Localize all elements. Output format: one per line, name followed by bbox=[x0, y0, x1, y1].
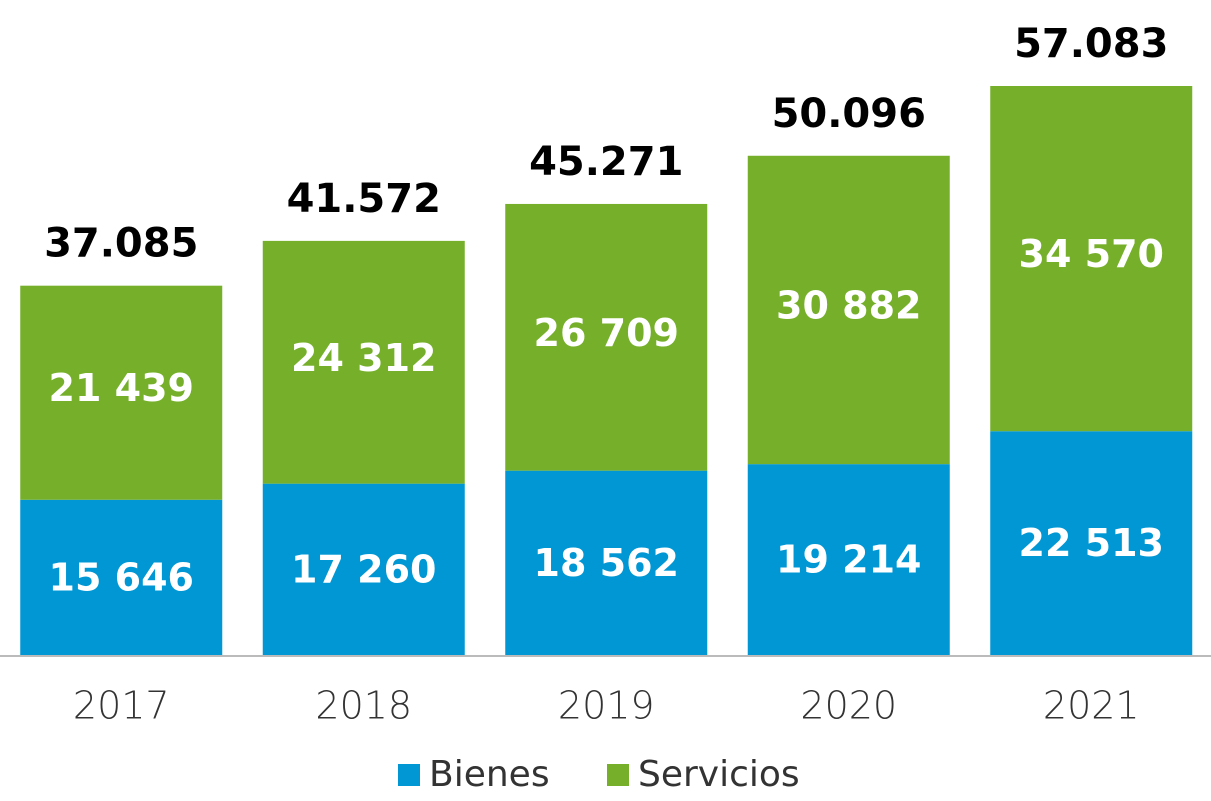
segment-label: 15 646 bbox=[49, 555, 194, 599]
bar-segment bbox=[20, 499, 223, 656]
bar-segment bbox=[747, 155, 950, 465]
total-label: 41.572 bbox=[287, 176, 441, 222]
segment-label: 22 513 bbox=[1019, 521, 1164, 565]
legend-label: Servicios bbox=[638, 754, 800, 795]
segment-label: 30 882 bbox=[776, 283, 921, 327]
segment-label: 34 570 bbox=[1019, 232, 1164, 276]
bar-segment bbox=[747, 464, 950, 656]
legend-label: Bienes bbox=[429, 754, 550, 795]
total-label: 37.085 bbox=[44, 221, 198, 267]
bar-segment bbox=[505, 203, 708, 471]
bar-segment bbox=[990, 86, 1193, 432]
segment-label: 21 439 bbox=[49, 366, 194, 410]
total-label: 57.083 bbox=[1014, 21, 1168, 67]
bar-segment bbox=[505, 470, 708, 656]
legend-swatch bbox=[398, 764, 420, 786]
x-tick-label: 2020 bbox=[800, 684, 897, 728]
bar-segment bbox=[262, 240, 465, 484]
segment-label: 18 562 bbox=[534, 541, 679, 585]
legend-swatch bbox=[607, 764, 629, 786]
total-label: 45.271 bbox=[529, 139, 683, 185]
x-tick-label: 2017 bbox=[73, 684, 170, 728]
segment-label: 24 312 bbox=[291, 336, 436, 380]
segment-label: 17 260 bbox=[291, 547, 436, 591]
x-tick-label: 2021 bbox=[1043, 684, 1140, 728]
bar-segment bbox=[20, 285, 223, 500]
bar-segment bbox=[262, 483, 465, 656]
segment-label: 19 214 bbox=[776, 538, 921, 582]
x-tick-label: 2018 bbox=[315, 684, 412, 728]
segment-label: 26 709 bbox=[534, 311, 679, 355]
bar-segment bbox=[990, 431, 1193, 656]
x-tick-label: 2019 bbox=[558, 684, 655, 728]
total-label: 50.096 bbox=[772, 91, 926, 137]
